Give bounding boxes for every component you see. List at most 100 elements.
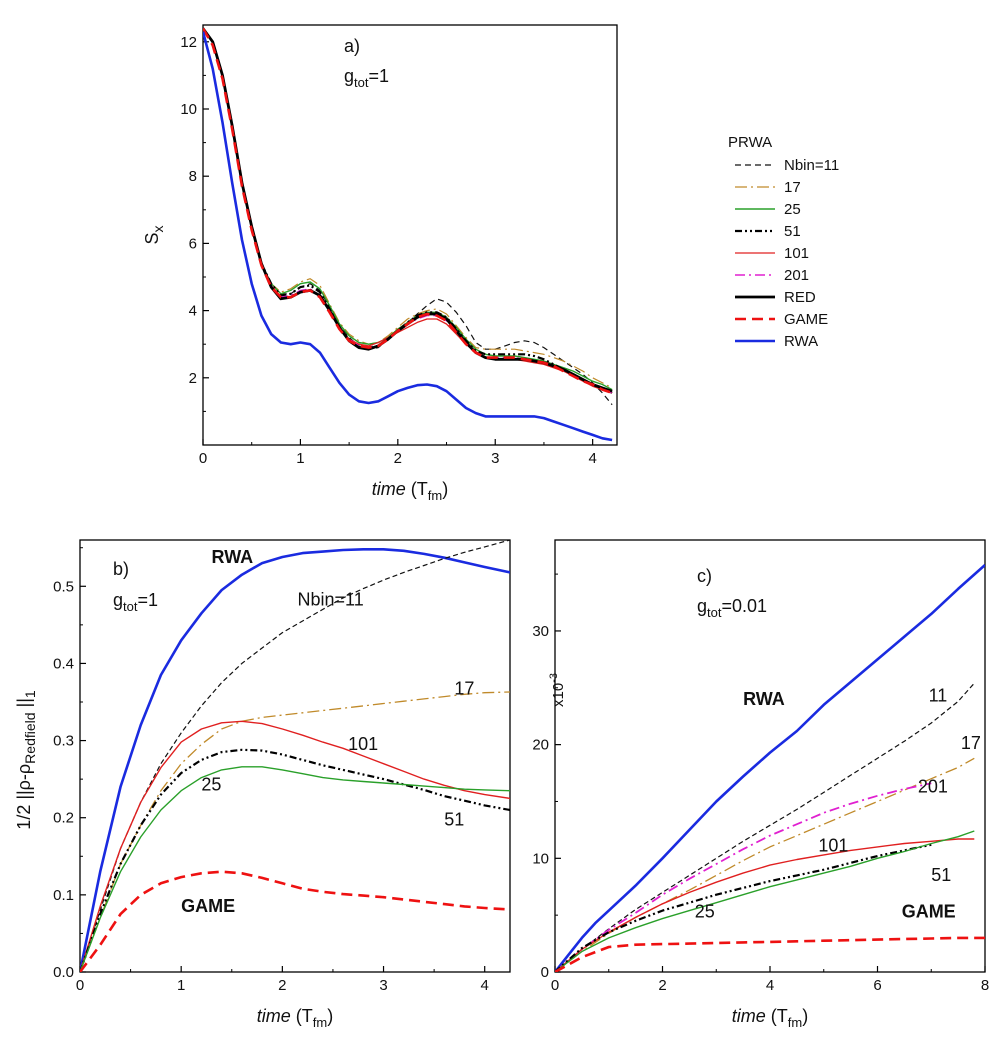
x-axis-title: time (Tfm) [732,1006,808,1030]
series-annotation: 11 [929,685,948,705]
x-tick-label: 2 [394,450,402,467]
y-tick-label: 6 [189,235,197,252]
series-annotation: 101 [348,734,378,754]
x-tick-label: 3 [491,450,499,467]
series-line-game [80,870,510,972]
legend-entry-label: RWA [784,333,818,350]
series-annotation: RWA [743,689,785,709]
series-line-nbin-11 [203,28,613,406]
y-axis-title-tail: || [14,698,34,712]
y-tick-label: 10 [180,101,197,118]
x-tick-label: 0 [199,450,207,467]
y-tick-label: 0.2 [53,810,74,827]
series-line-101 [203,28,613,394]
x-axis-title-unit-sub: fm [788,1015,802,1030]
series-annotation: 25 [201,775,221,795]
panel-label-c: c) [697,566,712,586]
gtot-label-b: gtot=1 [113,590,158,614]
x-axis-title-unit-sub: fm [428,488,442,503]
plot-frame [202,24,618,446]
series-line-17 [203,28,613,389]
scale-exp: -3 [548,673,560,683]
x-tick-label: 1 [177,977,185,994]
x-axis-title-unit-close: ) [442,479,448,499]
y-tick-label: 30 [532,623,549,640]
gtot-value: =1 [368,66,389,86]
panel-label-a: a) [344,36,360,56]
x-tick-label: 8 [981,977,989,994]
x-tick-label: 4 [588,450,596,467]
series-line-51 [80,748,510,972]
plot-frame [79,539,511,973]
series-line-25 [203,27,613,391]
y-tick-label: 4 [189,303,197,320]
y-tick-label: 20 [532,737,549,754]
series-line-51 [203,27,613,394]
chart-panel-c: 0 2 4 6 8 0 10 20 30 time (Tfm) c) gtot=0.01 x10-3 RW… [532,539,989,1030]
gtot-label-a: gtot=1 [344,66,389,90]
x-tick-label: 0 [76,977,84,994]
y-axis-title-sub: x [150,225,166,232]
y-axis-title-b: 1/2 ||ρ-ρRedfield ||1 [14,690,38,830]
series-line-rwa [555,564,985,972]
legend-entry-label: 25 [784,201,801,218]
x-tick-label: 0 [551,977,559,994]
series-annotation: 201 [918,776,948,796]
x-axis-title: time (Tfm) [257,1006,333,1030]
gtot-main: g [344,66,354,86]
series-annotation: 17 [454,678,474,698]
series-line-101 [555,838,975,972]
x-tick-label: 4 [481,977,489,994]
y-tick-label: 0.4 [53,655,74,672]
y-scale-factor: x10-3 [548,673,567,707]
y-tick-label: 12 [180,34,197,51]
y-tick-label: 0.3 [53,733,74,750]
y-tick-label: 2 [189,370,197,387]
series-line-11 [555,682,975,972]
y-tick-label: 0.5 [53,578,74,595]
series-line-201 [203,27,613,394]
gtot-main: g [113,590,123,610]
series-line-game [555,936,985,972]
legend-entry-label: 101 [784,245,809,262]
series-annotation: GAME [181,896,235,916]
x-axis-title-main: time [732,1006,766,1026]
gtot-value: =1 [137,590,158,610]
x-axis-title-main: time [372,479,406,499]
gtot-label-c: gtot=0.01 [697,596,767,620]
series-annotation: 25 [695,901,715,921]
legend-entry-label: 51 [784,223,801,240]
series-line-game [203,27,613,395]
series-group [80,540,510,972]
series-line-rwa [203,31,613,442]
gtot-sub: tot [123,599,138,614]
series-line-red [203,27,613,393]
y-axis-title-main: S [142,232,162,244]
y-axis-title-sub: Redfield [22,712,38,763]
x-tick-label: 6 [873,977,881,994]
series-annotation: 17 [961,733,981,753]
series-line-17 [80,691,510,972]
chart-panel-b: 0 1 2 3 4 0.0 0.1 0.2 0.3 0.4 0.5 time (Tfm) b) gtot=… [14,539,511,1030]
y-axis-title-tail-sub: 1 [22,690,38,698]
legend-entry-label: Nbin=11 [784,157,839,174]
x-axis-title-unit-sub: fm [313,1015,327,1030]
y-tick-label: 0.0 [53,964,74,981]
x-tick-label: 2 [278,977,286,994]
series-line-25 [80,766,510,972]
x-axis-title-unit: (T [291,1006,313,1026]
x-axis-title-unit-close: ) [327,1006,333,1026]
x-axis-title-unit-close: ) [802,1006,808,1026]
series-annotation: RWA [212,547,254,567]
legend-entry-label: RED [784,289,816,306]
series-annotation: Nbin=11 [298,590,364,610]
y-tick-label: 0 [541,964,549,981]
y-tick-label: 0.1 [53,887,74,904]
x-tick-label: 4 [766,977,774,994]
series-line-rwa [80,547,510,972]
legend-entry-label: 17 [784,179,801,196]
series-line-nbin-11 [80,540,510,972]
gtot-value: =0.01 [721,596,767,616]
